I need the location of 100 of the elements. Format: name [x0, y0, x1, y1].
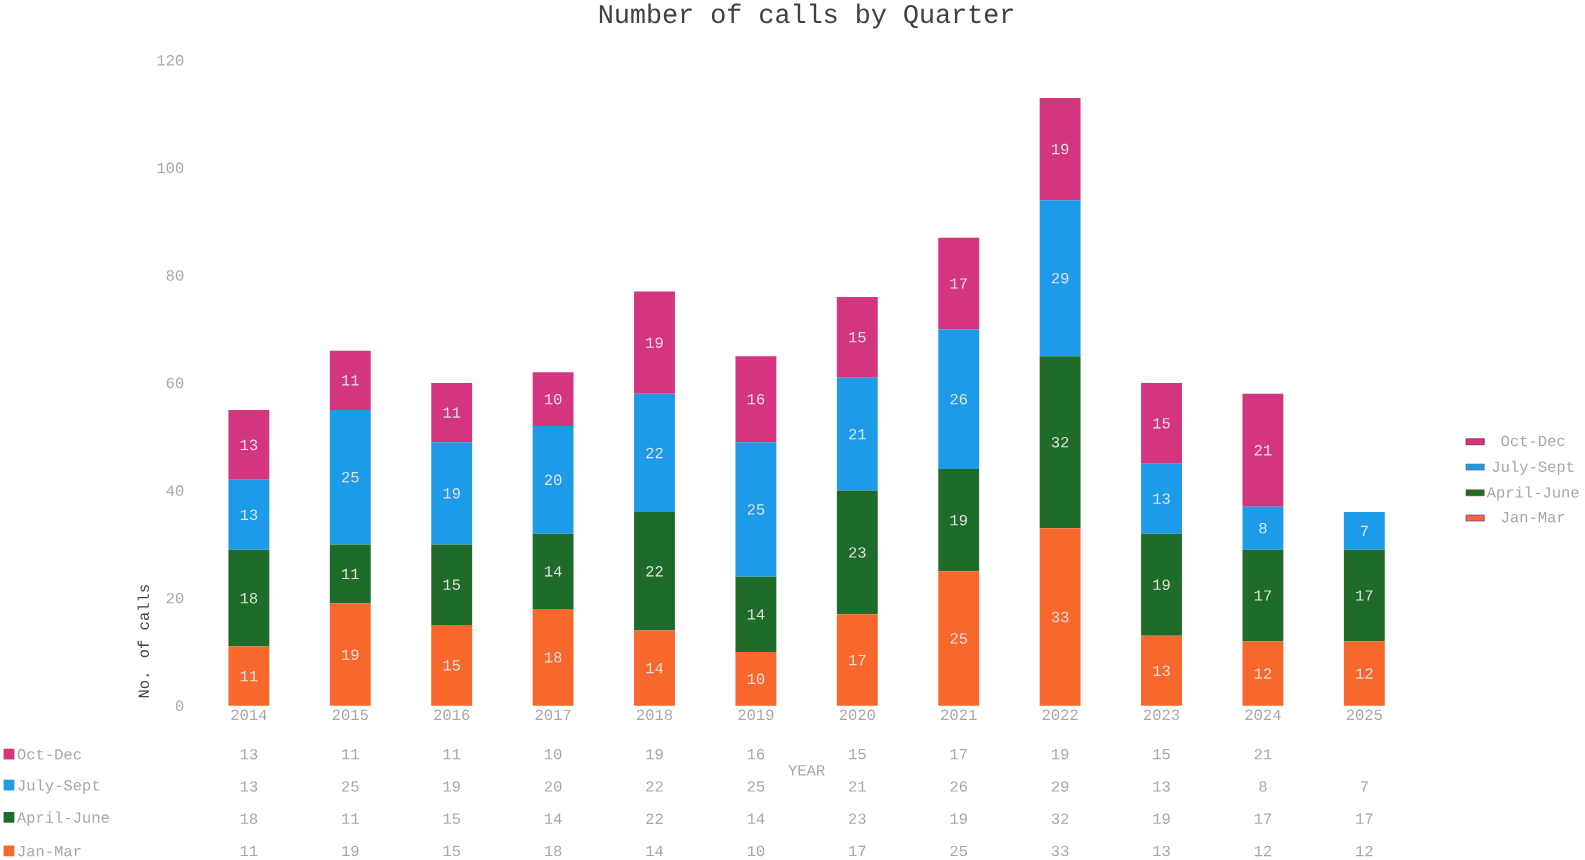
data-label: 21 [849, 781, 866, 792]
annotation: 17 [1254, 590, 1272, 601]
bar [1039, 97, 1081, 201]
annotation: 23 [849, 547, 866, 558]
text: April-June [16, 811, 109, 826]
text: July-Sept [18, 779, 99, 794]
annotation: 11 [342, 568, 359, 580]
bar [836, 377, 878, 491]
data-label: 8 [1259, 781, 1267, 792]
x-tick-label: 2015 [332, 709, 368, 721]
bar [1141, 635, 1182, 706]
data-label: 15 [1153, 748, 1170, 760]
data-label: 22 [646, 813, 663, 824]
bar [836, 614, 878, 706]
data-label: 29 [1051, 781, 1069, 792]
data-label: 17 [1356, 813, 1373, 824]
bar [1039, 356, 1081, 529]
annotation: 19 [342, 649, 359, 660]
data-label: 18 [240, 813, 258, 824]
y-tick-label: 40 [166, 485, 184, 496]
bar [329, 544, 371, 604]
bar [1141, 383, 1182, 464]
data-label: 14 [646, 845, 664, 857]
y-tick-label: 100 [157, 162, 184, 174]
bar [735, 576, 777, 652]
data-label: 12 [1356, 845, 1373, 857]
x-axis-title: YEAR [788, 765, 825, 776]
annotation: 13 [1153, 665, 1170, 677]
data-label: 19 [342, 845, 359, 857]
bar [634, 393, 675, 513]
data-label: 25 [747, 781, 765, 792]
bar [836, 296, 878, 378]
x-tick-label: 2014 [231, 709, 267, 721]
bar [329, 409, 371, 545]
data-label: 7 [1360, 781, 1368, 792]
bar [1343, 512, 1385, 550]
annotation: 8 [1259, 522, 1267, 534]
annotation: 22 [646, 447, 663, 459]
annotation: 33 [1051, 611, 1069, 623]
annotation: 19 [443, 488, 460, 499]
bar [634, 630, 675, 706]
data-label: 13 [1153, 845, 1170, 857]
annotation: 12 [1254, 668, 1272, 679]
annotation: 20 [544, 474, 562, 486]
annotation: 17 [950, 278, 967, 289]
legend-label: April-June [1486, 486, 1579, 501]
bar [836, 490, 878, 615]
y-tick-label: 80 [166, 270, 184, 281]
chart-title: Number of calls by Quarter [599, 3, 1013, 29]
annotation: 11 [443, 407, 461, 418]
annotation: 14 [646, 662, 664, 674]
annotation: 17 [1356, 590, 1373, 601]
x-tick-label: 2025 [1346, 709, 1382, 721]
bar [532, 372, 574, 427]
bar [938, 469, 980, 572]
x-tick-label: 2019 [738, 709, 774, 721]
data-label: 22 [646, 781, 663, 792]
annotation: 32 [1051, 436, 1069, 448]
data-label: 11 [342, 813, 359, 824]
data-label: 33 [1051, 845, 1069, 857]
annotation: 26 [950, 393, 967, 405]
annotation: 13 [1153, 493, 1170, 504]
bar [1242, 549, 1284, 642]
text: Oct-Dec [17, 749, 81, 760]
annotation: 12 [1356, 668, 1373, 679]
annotation: 15 [1153, 418, 1170, 429]
bar [634, 291, 675, 394]
data-label: 21 [1254, 748, 1272, 760]
annotation: 11 [240, 671, 258, 682]
annotation: 16 [747, 393, 765, 405]
annotation: 25 [747, 504, 765, 515]
data-label: 19 [1153, 813, 1170, 824]
annotation: 19 [646, 337, 663, 348]
data-label: 17 [950, 749, 967, 760]
annotation: 13 [240, 509, 258, 521]
x-tick-label: 2022 [1042, 709, 1078, 721]
annotation: 21 [849, 428, 866, 440]
annotation: 22 [646, 566, 663, 577]
data-label: 15 [443, 813, 461, 824]
legend-label: Jan-Mar [1501, 512, 1565, 523]
annotation: 21 [1254, 445, 1272, 456]
data-label: 32 [1051, 813, 1069, 824]
data-label: 17 [1254, 813, 1272, 824]
x-tick-label: 2017 [535, 709, 571, 721]
bar [431, 383, 473, 443]
bar [735, 442, 777, 577]
bar [1242, 393, 1284, 507]
data-label: 19 [646, 748, 663, 760]
annotation: 19 [950, 514, 967, 526]
x-tick-label: 2016 [434, 709, 470, 721]
bar [634, 512, 675, 631]
data-label: 18 [544, 845, 562, 857]
data-label: 11 [342, 749, 359, 760]
data-label: 11 [443, 749, 461, 760]
bar [228, 549, 270, 647]
bar [1242, 506, 1284, 550]
annotation: 29 [1051, 272, 1069, 284]
x-tick-label: 2024 [1245, 709, 1281, 721]
data-label: 19 [950, 813, 967, 824]
bar [1039, 200, 1081, 357]
